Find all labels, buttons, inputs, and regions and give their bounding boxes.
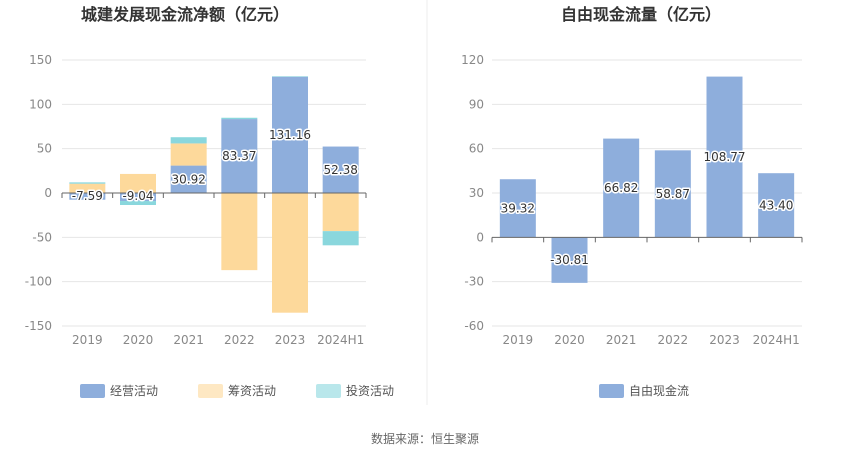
- left-data-label: 52.38: [323, 163, 357, 177]
- right-y-tick-label: 90: [469, 97, 484, 111]
- left-x-tick-label: 2020: [123, 333, 154, 347]
- right-data-label: -30.81: [550, 253, 589, 267]
- left-bar-筹资活动-2020: [120, 173, 156, 193]
- left-legend-label: 筹资活动: [228, 384, 276, 398]
- right-x-tick-label: 2019: [503, 333, 534, 347]
- left-x-tick-label: 2019: [72, 333, 103, 347]
- left-bar-筹资活动-2019: [69, 183, 106, 193]
- left-bar-投资活动-2019: [69, 182, 106, 184]
- left-legend-swatch: [198, 384, 223, 398]
- right-chart-title: 自由现金流量（亿元）: [561, 5, 721, 24]
- left-y-tick-label: 100: [29, 97, 52, 111]
- left-legend-label: 经营活动: [110, 384, 158, 398]
- right-bar-自由现金流-2021: [603, 138, 640, 238]
- left-bar-经营活动-2020: [120, 193, 156, 202]
- left-bar-投资活动-2022: [221, 117, 258, 120]
- left-x-tick-label: 2023: [275, 333, 306, 347]
- left-y-tick-label: -100: [25, 275, 52, 289]
- right-data-label: 39.32: [501, 201, 535, 215]
- left-bar-投资活动-2021: [170, 137, 207, 144]
- right-y-tick-label: 30: [469, 186, 484, 200]
- left-bar-经营活动-2022: [221, 119, 258, 193]
- right-bar-自由现金流-2020: [551, 237, 588, 283]
- left-bar-经营活动-2024H1: [322, 146, 359, 193]
- left-bar-筹资活动-2023: [272, 193, 308, 313]
- left-bar-筹资活动-2022: [221, 193, 258, 271]
- left-bar-投资活动-2023: [272, 76, 308, 77]
- left-y-tick-label: -150: [25, 319, 52, 333]
- right-x-tick-label: 2023: [709, 333, 740, 347]
- left-y-tick-label: -50: [32, 230, 52, 244]
- right-bar-自由现金流-2022: [654, 150, 691, 238]
- right-bar-自由现金流-2019: [499, 179, 536, 238]
- data-source-note: 数据来源：恒生聚源: [371, 431, 479, 446]
- left-bar-经营活动-2023: [272, 76, 308, 193]
- right-bar-自由现金流-2023: [706, 76, 743, 238]
- right-x-tick-label: 2021: [606, 333, 637, 347]
- right-x-tick-label: 2024H1: [753, 333, 800, 347]
- left-data-label: -9.04: [122, 189, 153, 203]
- left-legend-swatch: [316, 384, 341, 398]
- left-y-tick-label: 150: [29, 53, 52, 67]
- right-x-tick-label: 2022: [658, 333, 689, 347]
- left-data-label: 30.92: [171, 172, 205, 186]
- left-data-label: 131.16: [269, 128, 311, 142]
- left-legend-label: 投资活动: [346, 383, 394, 398]
- right-bar-自由现金流-2024H1: [758, 173, 795, 238]
- right-data-label: 58.87: [656, 187, 690, 201]
- right-data-label: 108.77: [704, 150, 746, 164]
- left-bar-筹资活动-2024H1: [322, 193, 359, 232]
- left-x-tick-label: 2021: [173, 333, 204, 347]
- right-data-label: 66.82: [604, 181, 638, 195]
- left-y-tick-label: 0: [44, 186, 52, 200]
- right-y-tick-label: 120: [461, 53, 484, 67]
- left-data-label: 83.37: [222, 149, 256, 163]
- left-chart-title: 城建发展现金流净额（亿元）: [81, 5, 289, 24]
- left-x-tick-label: 2024H1: [317, 333, 364, 347]
- left-bar-筹资活动-2021: [170, 143, 207, 166]
- right-legend-swatch: [599, 384, 624, 398]
- left-legend-swatch: [80, 384, 105, 398]
- left-bar-投资活动-2020: [120, 201, 156, 206]
- left-y-tick-label: 50: [37, 142, 52, 156]
- right-y-tick-label: -60: [464, 319, 484, 333]
- right-y-tick-label: 0: [476, 230, 484, 244]
- left-bar-经营活动-2019: [69, 193, 106, 200]
- right-y-tick-label: 60: [469, 142, 484, 156]
- right-data-label: 43.40: [759, 198, 793, 212]
- right-x-tick-label: 2020: [554, 333, 585, 347]
- left-data-label: -7.59: [72, 189, 103, 203]
- right-y-tick-label: -30: [464, 275, 484, 289]
- left-x-tick-label: 2022: [224, 333, 255, 347]
- left-bar-经营活动-2021: [170, 165, 207, 193]
- right-legend-label: 自由现金流: [629, 383, 689, 398]
- left-bar-投资活动-2024H1: [322, 231, 359, 246]
